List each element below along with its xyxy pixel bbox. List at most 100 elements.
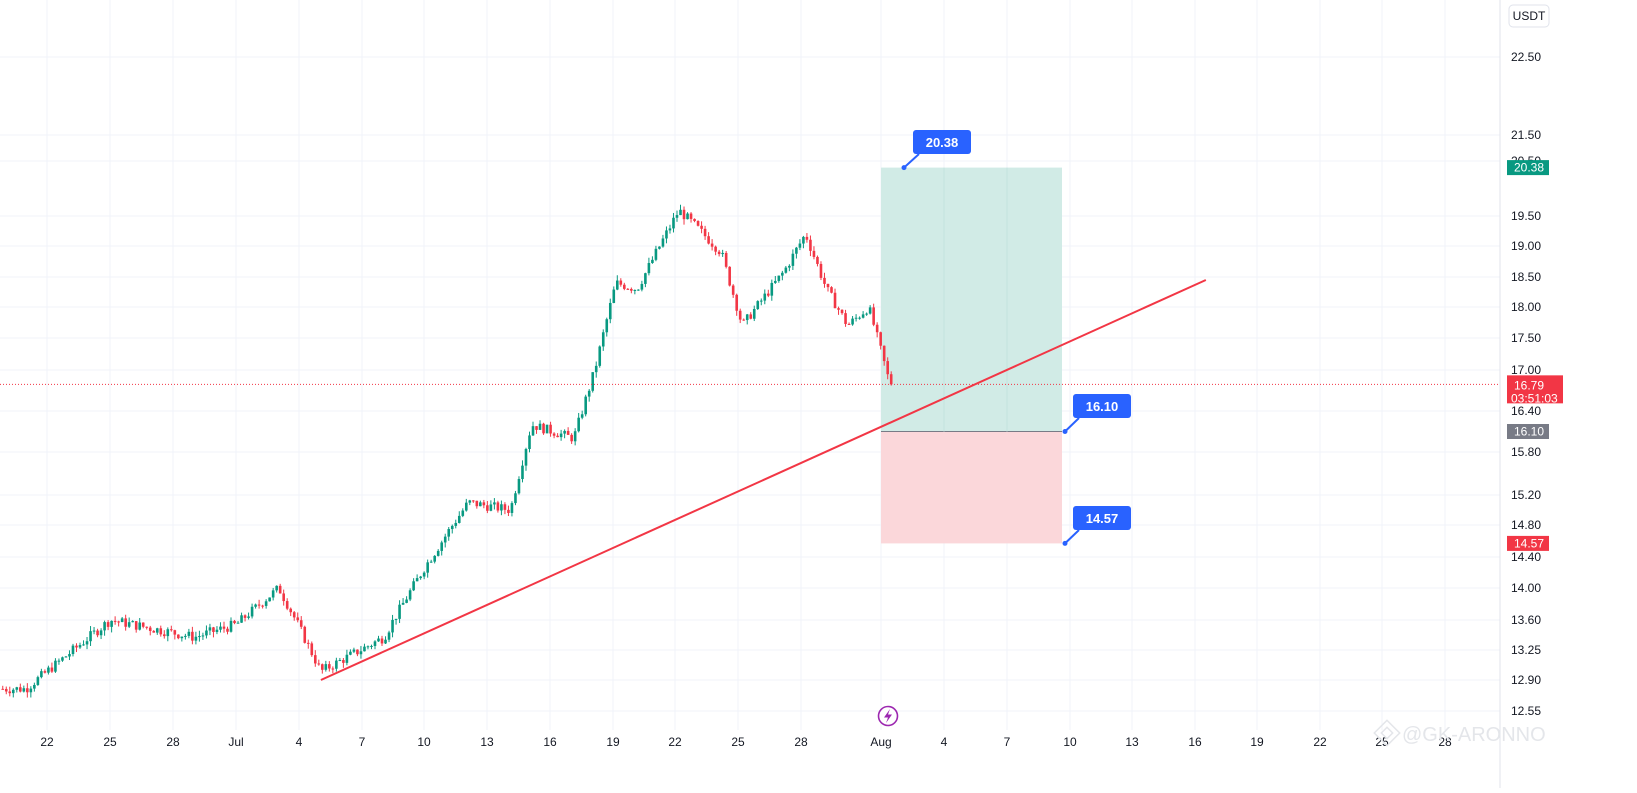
profit-zone[interactable] bbox=[881, 167, 1062, 432]
time-tick-label: 4 bbox=[296, 735, 303, 749]
candle-body bbox=[538, 423, 542, 430]
target-callout[interactable]: 20.38 bbox=[901, 130, 972, 171]
currency-button[interactable]: USDT bbox=[1508, 4, 1550, 28]
candle-body bbox=[742, 319, 746, 321]
candle-body bbox=[261, 605, 264, 607]
candle-body bbox=[78, 645, 82, 648]
candle-body bbox=[749, 314, 753, 319]
candle-body bbox=[503, 504, 507, 510]
candle-body bbox=[89, 631, 92, 642]
candle-body bbox=[313, 655, 317, 664]
time-tick-label: 7 bbox=[1004, 735, 1011, 749]
candle-body bbox=[194, 636, 198, 641]
time-tick-label: 10 bbox=[1063, 735, 1077, 749]
candle-body bbox=[184, 635, 187, 637]
candlestick-series[interactable] bbox=[1, 204, 893, 698]
candle-body bbox=[510, 503, 514, 513]
entry-axis-tag-label: 16.10 bbox=[1514, 425, 1544, 439]
time-tick-label: 22 bbox=[40, 735, 54, 749]
candle-body bbox=[535, 426, 538, 430]
stop-axis-tag: 14.57 bbox=[1507, 535, 1549, 551]
candle-body bbox=[215, 629, 219, 632]
candle-body bbox=[791, 253, 795, 266]
target-callout-box bbox=[913, 130, 971, 154]
time-tick-label: 16 bbox=[543, 735, 557, 749]
candle-body bbox=[745, 314, 749, 321]
trendline[interactable] bbox=[320, 279, 1207, 681]
candle-body bbox=[64, 656, 68, 658]
price-tick-label: 22.50 bbox=[1511, 50, 1541, 64]
time-tick-label: 16 bbox=[1188, 735, 1202, 749]
candle-body bbox=[236, 622, 240, 624]
candle-body bbox=[464, 502, 468, 511]
candle-body bbox=[531, 426, 535, 436]
candle-body bbox=[528, 435, 531, 449]
loss-zone[interactable] bbox=[881, 431, 1062, 544]
candle-body bbox=[299, 620, 303, 627]
stop-axis-tag-label: 14.57 bbox=[1514, 536, 1544, 550]
long-position-tool[interactable] bbox=[881, 167, 1062, 544]
candle-body bbox=[338, 660, 342, 662]
target-anchor-dot[interactable] bbox=[901, 165, 907, 171]
candle-body bbox=[654, 248, 658, 260]
time-tick-label: 7 bbox=[359, 735, 366, 749]
candle-body bbox=[798, 243, 802, 248]
price-tick-label: 14.80 bbox=[1511, 518, 1541, 532]
price-tick-label: 12.90 bbox=[1511, 673, 1541, 687]
candle-body bbox=[159, 628, 163, 635]
candle-body bbox=[630, 288, 633, 291]
price-tick-label: 21.50 bbox=[1511, 128, 1541, 142]
candle-body bbox=[802, 236, 805, 244]
candle-body bbox=[591, 372, 595, 391]
candle-body bbox=[208, 627, 212, 631]
candle-body bbox=[166, 629, 170, 637]
candle-body bbox=[700, 225, 703, 229]
candle-body bbox=[612, 289, 616, 303]
candle-body bbox=[145, 626, 149, 628]
stop-callout[interactable]: 14.57 bbox=[1062, 506, 1132, 546]
flash-icon[interactable] bbox=[877, 705, 899, 727]
price-axis[interactable]: 22.5021.5020.5019.5019.0018.5018.0017.50… bbox=[1499, 0, 1541, 788]
candle-body bbox=[43, 671, 47, 673]
candle-body bbox=[33, 684, 36, 689]
candle-body bbox=[289, 608, 293, 613]
candle-body bbox=[608, 302, 612, 320]
stop-anchor-dot[interactable] bbox=[1062, 540, 1068, 546]
candle-body bbox=[854, 317, 858, 319]
candle-body bbox=[363, 646, 366, 652]
candle-body bbox=[886, 361, 889, 375]
candle-body bbox=[851, 318, 854, 325]
candle-body bbox=[384, 639, 387, 644]
candle-body bbox=[85, 641, 89, 645]
candle-body bbox=[524, 448, 528, 466]
candle-body bbox=[587, 390, 591, 397]
candle-body bbox=[373, 641, 377, 646]
candle-body bbox=[496, 502, 500, 511]
watermark-logo-icon bbox=[1373, 719, 1401, 747]
time-tick-label: 19 bbox=[606, 735, 620, 749]
candle-body bbox=[889, 374, 893, 385]
candle-body bbox=[310, 643, 314, 656]
candle-body bbox=[415, 578, 419, 582]
candle-body bbox=[443, 536, 447, 543]
price-tick-label: 13.60 bbox=[1511, 613, 1541, 627]
candle-body bbox=[735, 294, 738, 311]
candle-body bbox=[398, 604, 401, 619]
time-axis[interactable]: 22 25 28 Jul 4 7 10 13 16 19 22 25 28 Aug 4 7 10 13 16 19 22… bbox=[40, 735, 1452, 749]
candle-body bbox=[324, 664, 328, 670]
price-tick-label: 14.00 bbox=[1511, 581, 1541, 595]
candle-body bbox=[489, 504, 493, 511]
candle-body bbox=[440, 542, 444, 551]
candle-body bbox=[229, 620, 233, 632]
entry-anchor-dot[interactable] bbox=[1062, 429, 1068, 434]
candle-body bbox=[240, 615, 243, 623]
entry-callout[interactable]: 16.10 bbox=[1062, 394, 1132, 434]
target-callout-pointer bbox=[903, 153, 920, 169]
candle-body bbox=[868, 307, 872, 314]
price-tick-label: 17.00 bbox=[1511, 363, 1541, 377]
candle-body bbox=[233, 620, 236, 624]
candle-body bbox=[672, 217, 675, 229]
time-tick-label: 28 bbox=[794, 735, 808, 749]
